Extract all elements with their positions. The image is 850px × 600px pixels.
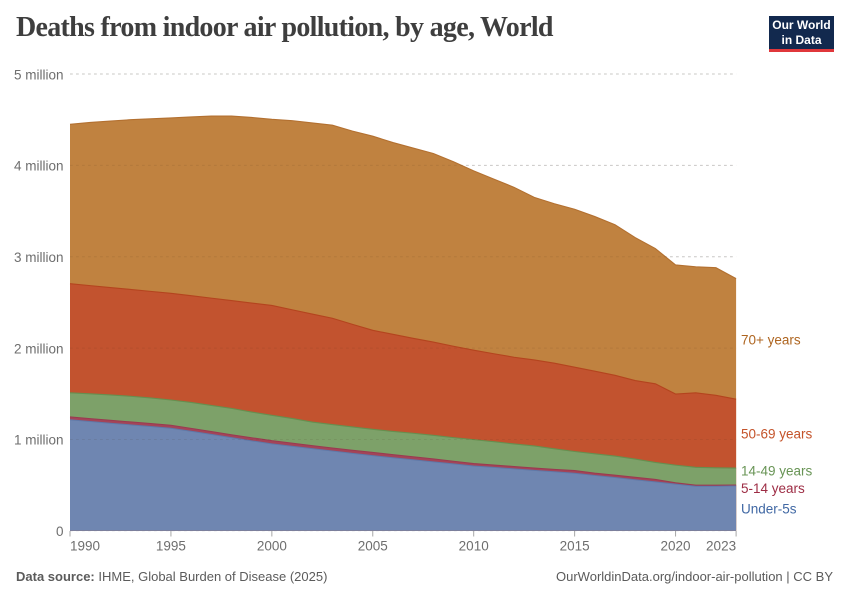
svg-text:4 million: 4 million xyxy=(14,159,64,174)
svg-text:1990: 1990 xyxy=(70,539,100,554)
svg-text:2023: 2023 xyxy=(706,539,736,554)
svg-text:14-49 years: 14-49 years xyxy=(741,464,813,479)
svg-text:5 million: 5 million xyxy=(14,67,64,82)
svg-text:1 million: 1 million xyxy=(14,433,64,448)
svg-text:2015: 2015 xyxy=(560,539,590,554)
svg-text:2010: 2010 xyxy=(459,539,489,554)
svg-text:Under-5s: Under-5s xyxy=(741,502,797,517)
svg-text:2 million: 2 million xyxy=(14,341,64,356)
svg-text:5-14 years: 5-14 years xyxy=(741,481,805,496)
svg-text:50-69 years: 50-69 years xyxy=(741,426,813,441)
svg-text:0: 0 xyxy=(56,524,64,539)
svg-text:2020: 2020 xyxy=(661,539,691,554)
svg-text:3 million: 3 million xyxy=(14,250,64,265)
svg-text:2000: 2000 xyxy=(257,539,287,554)
svg-text:1995: 1995 xyxy=(156,539,186,554)
svg-text:70+ years: 70+ years xyxy=(741,332,801,347)
svg-text:2005: 2005 xyxy=(358,539,388,554)
